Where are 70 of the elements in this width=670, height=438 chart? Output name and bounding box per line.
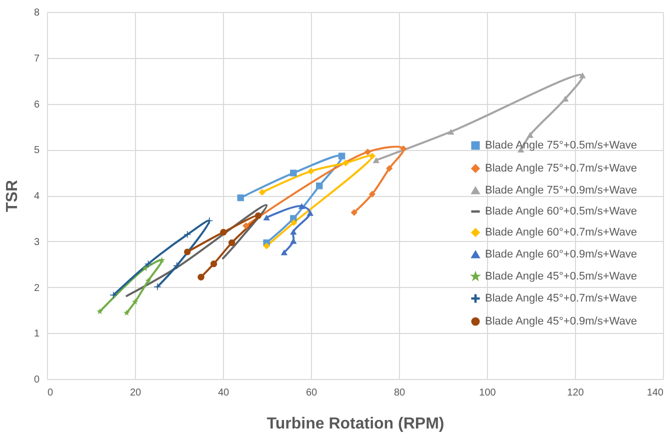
legend-label: Blade Angle 60°+0.5m/s+Wave: [485, 206, 637, 218]
legend-label: Blade Angle 60°+0.9m/s+Wave: [485, 248, 637, 260]
point: [258, 188, 266, 196]
point: [254, 212, 262, 220]
point: [263, 214, 270, 220]
x-tick-label: 140: [646, 388, 664, 398]
point: [142, 265, 148, 272]
point: [290, 228, 297, 235]
y-tick-label: 7: [34, 53, 40, 64]
point: [562, 96, 569, 102]
x-tick-label: 60: [306, 388, 318, 398]
y-tick-label: 4: [34, 191, 40, 202]
point: [158, 256, 166, 263]
point: [263, 242, 270, 250]
point: [316, 182, 323, 190]
y-tick-label: 6: [34, 99, 40, 110]
x-tick-label: 40: [218, 388, 230, 398]
point: [298, 203, 306, 209]
point: [123, 310, 130, 316]
point: [364, 148, 372, 156]
legend-label: Blade Angle 75°+0.7m/s+Wave: [485, 162, 637, 174]
point: [306, 210, 314, 216]
x-tick-label: 120: [567, 388, 584, 398]
x-tick-label: 100: [479, 388, 496, 398]
point: [386, 165, 393, 172]
line-series: [126, 204, 268, 297]
y-tick-label: 0: [34, 374, 40, 386]
legend-label: Blade Angle 45°+0.5m/s+Wave: [485, 270, 637, 282]
point: [579, 72, 586, 78]
legend-label: Blade Angle 75°+0.5m/s+Wave: [485, 140, 637, 152]
point: [290, 219, 298, 226]
x-tick-label: 80: [394, 388, 406, 398]
point: [242, 222, 250, 230]
point: [132, 298, 138, 305]
point: [308, 168, 314, 175]
point: [145, 277, 152, 284]
point: [96, 308, 103, 314]
point: [290, 238, 297, 244]
y-tick-label: 5: [34, 145, 40, 156]
y-axis-title: TSR: [4, 180, 21, 212]
point: [526, 132, 534, 138]
point: [280, 249, 288, 256]
y-tick-label: 3: [34, 236, 40, 248]
point: [290, 170, 297, 176]
point: [338, 152, 346, 160]
point: [350, 209, 358, 216]
point: [368, 190, 376, 198]
x-tick-label: 0: [48, 388, 54, 398]
point: [220, 228, 227, 236]
y-tick-label: 1: [34, 328, 40, 340]
point: [110, 292, 117, 298]
x-axis-title: Turbine Rotation (RPM): [266, 416, 444, 432]
point: [400, 145, 407, 152]
point: [184, 231, 191, 238]
point: [184, 248, 191, 256]
point: [372, 157, 380, 164]
point: [342, 160, 350, 166]
y-tick-label: 8: [34, 8, 40, 18]
legend-label: Blade Angle 60°+0.7m/s+Wave: [485, 226, 637, 238]
legend-label: Blade Angle 45°+0.9m/s+Wave: [485, 316, 637, 328]
x-tick-label: 20: [130, 388, 142, 398]
legend-label: Blade Angle 45°+0.7m/s+Wave: [485, 292, 637, 304]
point: [228, 239, 236, 246]
point: [198, 274, 204, 281]
point: [237, 194, 244, 202]
point: [210, 260, 218, 268]
y-tick-label: 2: [34, 282, 40, 294]
point: [448, 128, 454, 135]
legend-label: Blade Angle 75°+0.9m/s+Wave: [485, 184, 637, 196]
point: [368, 152, 376, 160]
